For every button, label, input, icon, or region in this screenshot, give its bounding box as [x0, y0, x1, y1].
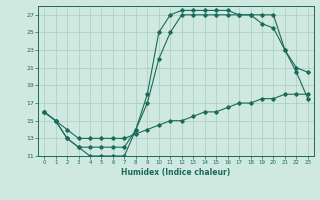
- X-axis label: Humidex (Indice chaleur): Humidex (Indice chaleur): [121, 168, 231, 177]
